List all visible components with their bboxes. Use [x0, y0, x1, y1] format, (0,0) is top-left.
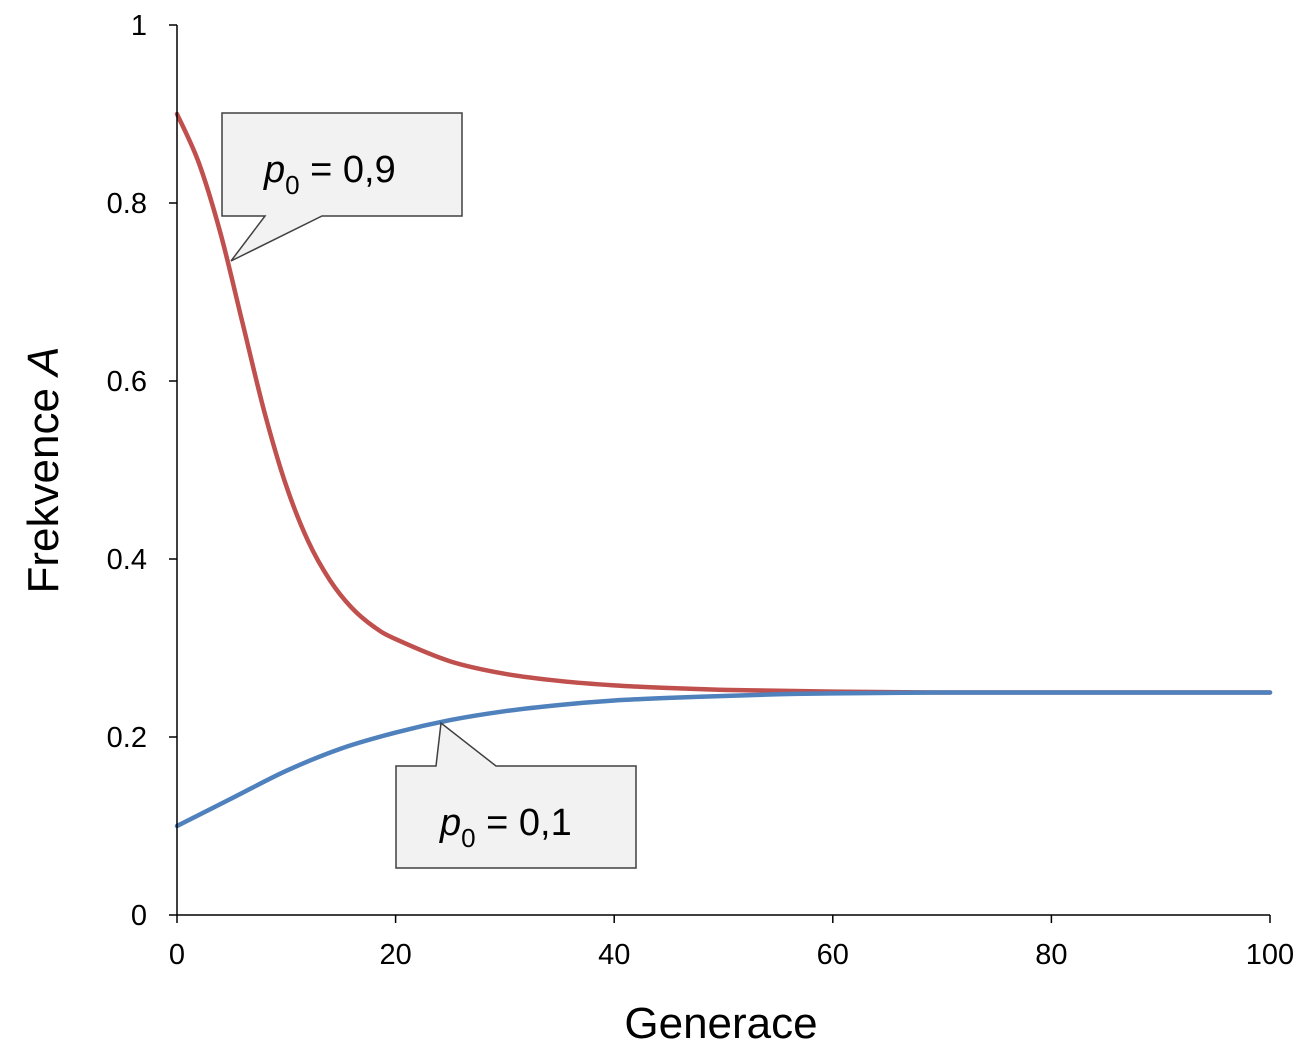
x-tick-label: 40 [598, 939, 630, 971]
x-tick-label: 80 [1035, 939, 1067, 971]
axes [176, 25, 1270, 916]
callout-blue-subscript: 0 [461, 823, 475, 853]
callout-blue-label: p0 = 0,1 [439, 802, 572, 853]
y-tick-label: 0.6 [107, 366, 147, 398]
series-line-1 [174, 690, 1273, 829]
callout-red-label: p0 = 0,9 [263, 149, 396, 200]
y-tick-label: 0.8 [107, 188, 147, 220]
callout-blue-box [395, 721, 637, 869]
x-tick-label: 0 [169, 939, 185, 971]
x-tick-label: 60 [817, 939, 849, 971]
y-tick-label: 1 [131, 10, 147, 42]
callout-red: p0 = 0,9 [221, 112, 463, 262]
callout-blue-value: = 0,1 [476, 802, 572, 844]
ticks: 0 20 40 60 80 100 0 0.2 0.4 0.6 0.8 1 [107, 10, 1295, 971]
callout-blue-symbol: p [439, 802, 461, 844]
callout-red-subscript: 0 [285, 170, 299, 200]
series-layer [174, 111, 1273, 829]
y-axis-title-symbol: A [19, 347, 68, 379]
x-tick-label: 100 [1246, 939, 1294, 971]
y-tick-label: 0.4 [107, 544, 147, 576]
y-axis-title-prefix: Frekvence [19, 376, 68, 594]
callout-blue: p0 = 0,1 [395, 721, 637, 869]
callout-red-box [221, 112, 463, 262]
y-axis-title: Frekvence A [19, 347, 68, 594]
x-tick-label: 20 [379, 939, 411, 971]
y-tick-label: 0 [131, 900, 147, 932]
callout-red-symbol: p [263, 149, 285, 191]
y-tick-label: 0.2 [107, 722, 147, 754]
x-axis-title: Generace [624, 999, 817, 1047]
callout-red-value: = 0,9 [300, 149, 396, 191]
